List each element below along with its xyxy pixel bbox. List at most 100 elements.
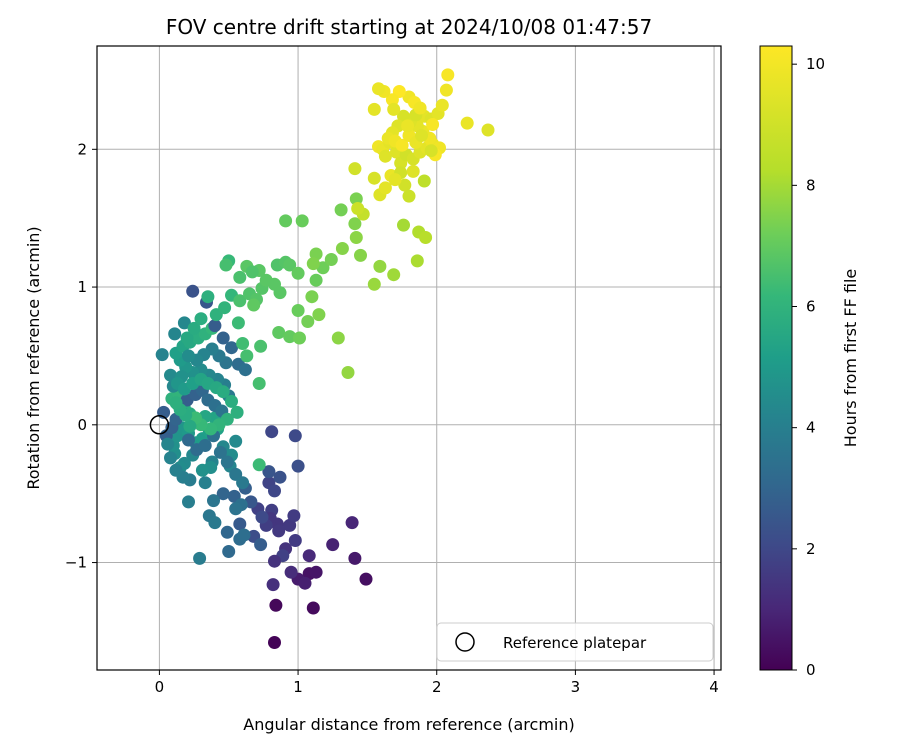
data-point (208, 516, 222, 530)
data-point (349, 192, 363, 206)
data-point (441, 68, 455, 82)
data-point (324, 253, 338, 266)
legend: Reference platepar (436, 622, 714, 662)
data-point (161, 437, 175, 451)
data-point (373, 259, 387, 273)
data-point (306, 601, 320, 615)
data-point (262, 465, 276, 479)
data-point (316, 261, 330, 275)
data-point (198, 439, 212, 452)
data-point (309, 273, 323, 287)
data-point (220, 455, 234, 469)
data-point (401, 119, 415, 133)
legend-entry-reference: Reference platepar (503, 634, 647, 652)
data-point (481, 123, 495, 137)
data-point (273, 470, 287, 484)
data-point (388, 173, 402, 187)
data-point (245, 265, 259, 279)
data-point (193, 551, 207, 565)
data-point (229, 434, 243, 448)
data-point (233, 270, 247, 284)
data-point (268, 554, 281, 568)
data-point (417, 174, 431, 188)
x-tick-label: 1 (293, 678, 303, 696)
data-point (194, 312, 208, 326)
colorbar-label: Hours from first FF file (841, 269, 860, 448)
x-tick-label: 2 (432, 678, 442, 696)
plot-frame (96, 45, 722, 671)
reference-marker-group (149, 415, 170, 435)
data-point (334, 203, 348, 217)
data-point (460, 116, 474, 130)
data-point (287, 509, 301, 523)
x-tick-label: 3 (571, 678, 581, 696)
data-point (237, 528, 251, 542)
scatter-points (155, 68, 495, 649)
data-point (186, 284, 200, 298)
data-point (354, 248, 367, 262)
data-point (255, 510, 269, 524)
data-point (268, 484, 281, 498)
data-point (367, 277, 381, 291)
data-point (254, 538, 268, 552)
data-point (306, 257, 320, 271)
data-point (284, 565, 298, 579)
data-point (367, 102, 381, 116)
colorbar-tick-label: 4 (806, 419, 816, 437)
y-axis-label: Rotation from reference (arcmin) (24, 226, 43, 489)
data-point (302, 549, 316, 563)
data-point (252, 458, 266, 472)
data-point (397, 218, 410, 232)
data-point (208, 319, 222, 333)
data-point (359, 572, 373, 586)
x-axis-label: Angular distance from reference (arcmin) (243, 715, 574, 734)
data-point (177, 316, 191, 330)
data-point (406, 164, 420, 178)
data-point (269, 598, 283, 612)
x-tick-label: 0 (155, 678, 165, 696)
data-point (309, 565, 323, 579)
y-tick-label: −1 (65, 554, 87, 572)
data-point (231, 316, 245, 330)
colorbar-tick-label: 0 (806, 661, 816, 679)
legend-box (436, 622, 714, 662)
data-point (341, 366, 355, 379)
data-point (298, 576, 312, 590)
data-point (187, 321, 201, 335)
data-point (305, 290, 319, 304)
data-point (348, 162, 362, 176)
data-point (291, 459, 305, 473)
data-point (266, 578, 280, 592)
data-point (415, 129, 428, 142)
data-point (182, 349, 195, 363)
data-point (240, 349, 254, 363)
data-point (378, 149, 392, 163)
data-point (155, 348, 169, 362)
data-point (272, 326, 286, 339)
data-point (367, 171, 381, 185)
data-point (219, 258, 233, 272)
data-point (410, 254, 424, 268)
data-point (265, 425, 279, 439)
data-point (291, 304, 305, 317)
data-point (198, 476, 212, 490)
colorbar-tick-label: 6 (806, 298, 816, 316)
y-tick-label: 2 (77, 140, 87, 158)
data-point (229, 502, 243, 516)
reference-platepar-marker (149, 415, 170, 435)
y-tick-label: 0 (77, 416, 87, 434)
y-tick-label: 1 (77, 278, 87, 296)
x-axis-ticks: 0 1 2 3 4 (155, 670, 719, 696)
data-point (301, 315, 315, 328)
data-point (254, 339, 268, 353)
data-point (220, 525, 234, 539)
data-point (233, 517, 247, 531)
data-point (419, 231, 433, 244)
data-point (387, 268, 401, 282)
data-point (293, 331, 306, 345)
data-point (201, 290, 215, 304)
data-point (236, 476, 250, 490)
data-point (273, 286, 287, 300)
data-point (230, 405, 244, 419)
data-point (218, 301, 232, 315)
